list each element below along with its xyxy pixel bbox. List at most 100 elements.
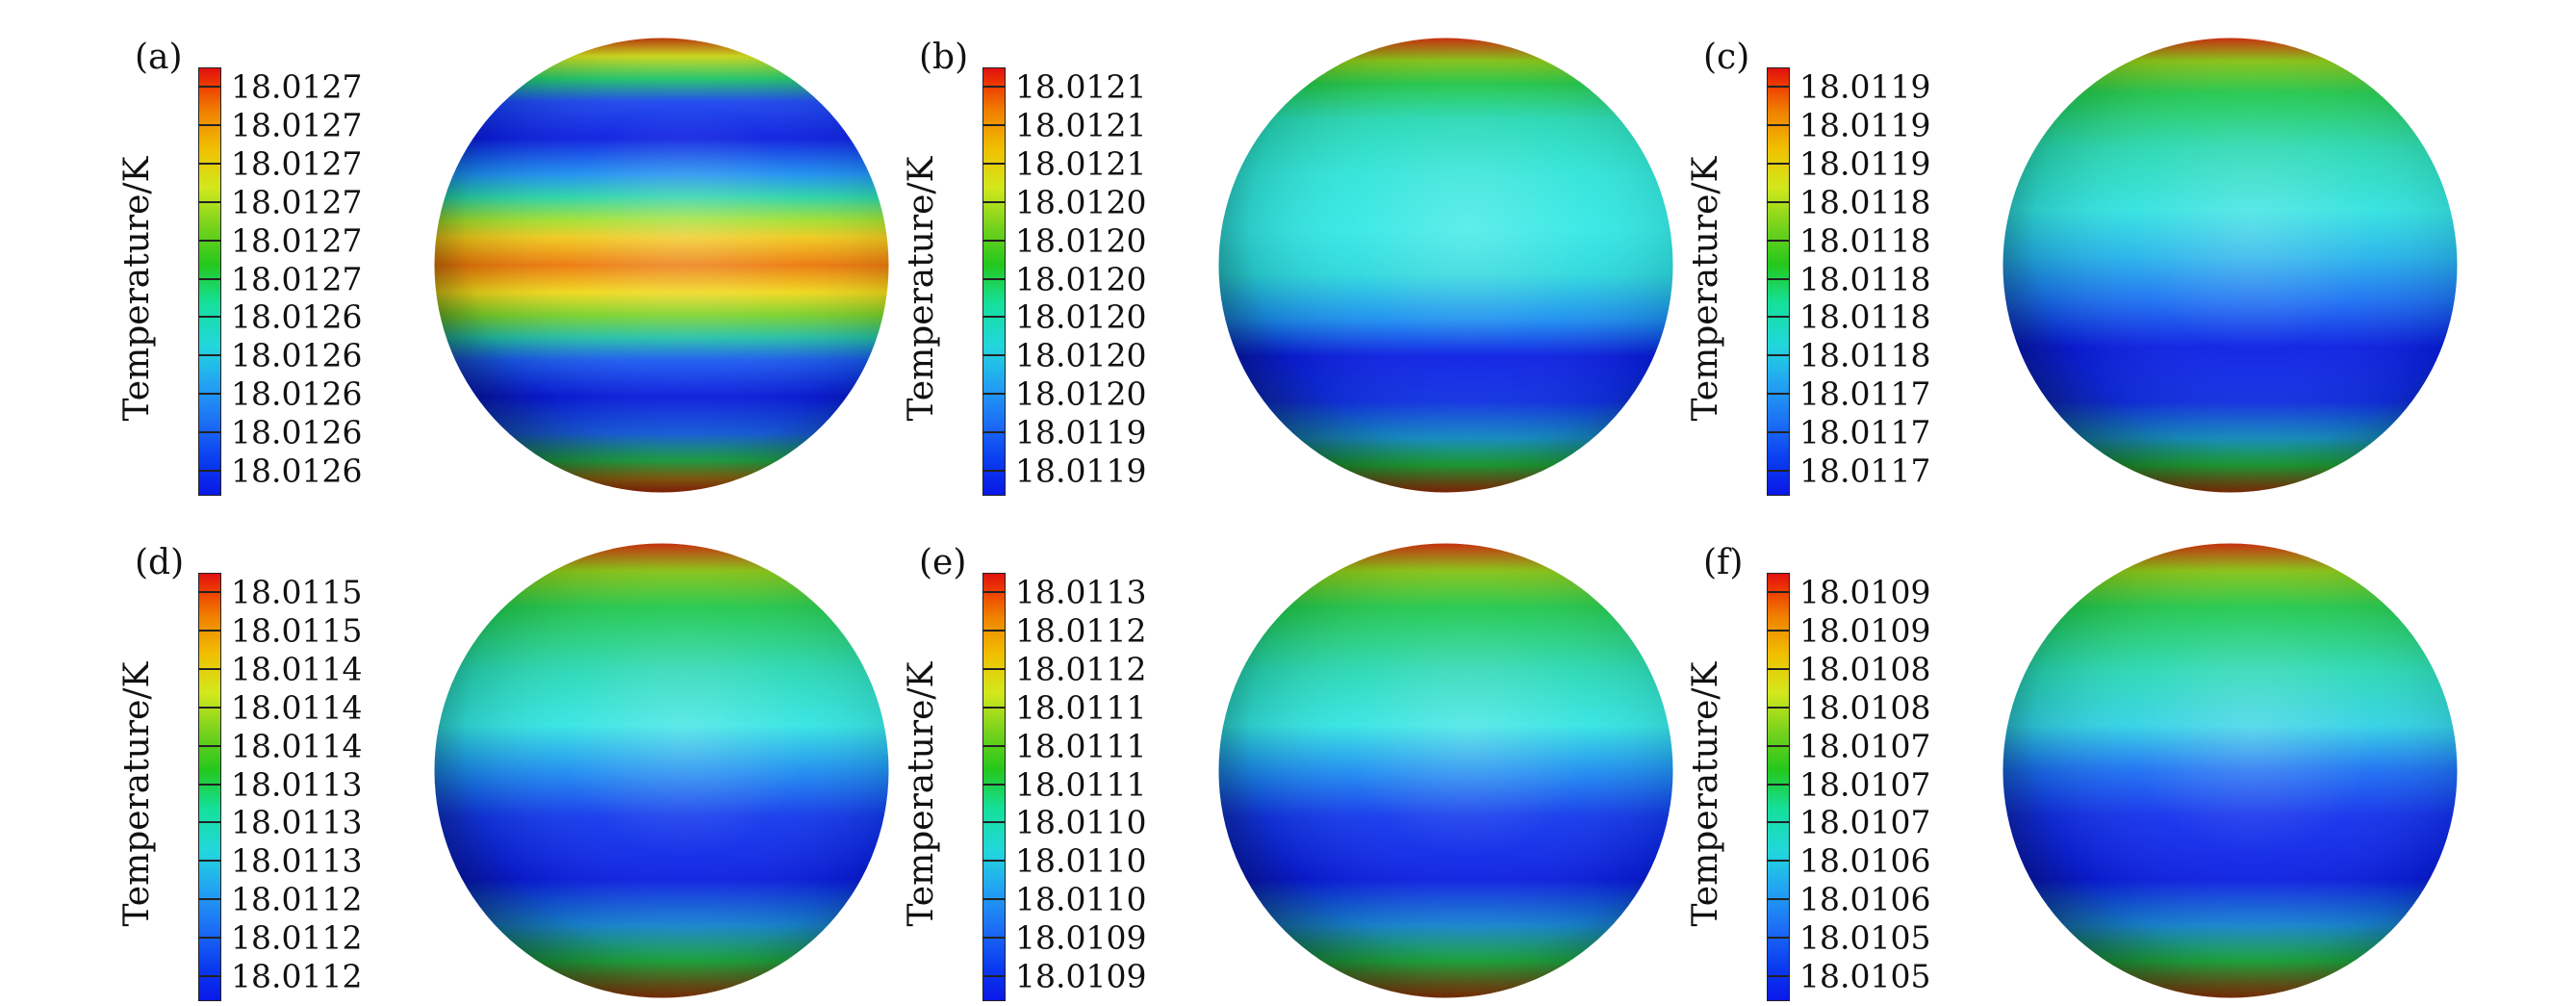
colorbar-tick-label: 18.0112 bbox=[231, 918, 363, 957]
colorbar-tick-label: 18.0126 bbox=[231, 413, 363, 451]
sphere-shading bbox=[434, 543, 889, 998]
colorbar-tick-label: 18.0106 bbox=[1799, 841, 1931, 880]
temperature-sphere bbox=[1218, 38, 1673, 493]
colorbar-tick bbox=[982, 85, 1006, 88]
colorbar-tick-label: 18.0118 bbox=[1799, 183, 1931, 221]
panel-b: (b) Temperature/K 18.0121 18.0121 18.0121 18.… bbox=[902, 29, 1708, 501]
temperature-sphere bbox=[1218, 543, 1673, 998]
colorbar-tick bbox=[198, 316, 221, 319]
colorbar-tick bbox=[198, 277, 221, 280]
colorbar-tick-label: 18.0117 bbox=[1799, 451, 1931, 490]
colorbar-tick bbox=[1767, 706, 1790, 709]
colorbar bbox=[1767, 67, 1790, 496]
colorbar-tick-label: 18.0109 bbox=[1015, 957, 1147, 995]
colorbar-tick bbox=[1767, 975, 1790, 978]
colorbar-tick-label: 18.0126 bbox=[231, 451, 363, 490]
sphere-shading bbox=[1218, 543, 1673, 998]
panel-label: (b) bbox=[919, 38, 969, 77]
colorbar-tick-label: 18.0106 bbox=[1799, 880, 1931, 918]
colorbar-tick bbox=[1767, 667, 1790, 670]
colorbar-tick-label: 18.0113 bbox=[231, 803, 363, 841]
colorbar-tick-label: 18.0110 bbox=[1015, 803, 1147, 841]
colorbar-tick bbox=[982, 200, 1006, 203]
colorbar-tick-label: 18.0107 bbox=[1799, 803, 1931, 841]
colorbar-tick-label: 18.0109 bbox=[1015, 918, 1147, 957]
colorbar-tick-label: 18.0112 bbox=[231, 957, 363, 995]
colorbar-title: Temperature/K bbox=[117, 661, 157, 927]
temperature-sphere bbox=[434, 38, 889, 493]
colorbar-tick-label: 18.0119 bbox=[1799, 106, 1931, 144]
colorbar-tick bbox=[198, 431, 221, 434]
panel-e: (e) Temperature/K 18.0113 18.0112 18.0112 18.… bbox=[902, 534, 1708, 1006]
colorbar-tick bbox=[198, 590, 221, 593]
colorbar-title: Temperature/K bbox=[902, 661, 941, 927]
colorbar-tick bbox=[198, 85, 221, 88]
colorbar-tick bbox=[982, 975, 1006, 978]
colorbar-tick bbox=[198, 744, 221, 747]
colorbar-tick bbox=[982, 354, 1006, 357]
temperature-sphere bbox=[2002, 38, 2458, 493]
panel-label: (e) bbox=[919, 543, 967, 582]
colorbar-tick bbox=[982, 629, 1006, 632]
colorbar-tick bbox=[982, 706, 1006, 709]
colorbar-title: Temperature/K bbox=[1686, 661, 1725, 927]
colorbar-tick bbox=[982, 431, 1006, 434]
colorbar-tick-label: 18.0120 bbox=[1015, 260, 1147, 297]
colorbar-tick-label: 18.0110 bbox=[1015, 880, 1147, 918]
colorbar-tick bbox=[1767, 123, 1790, 126]
colorbar-tick-label: 18.0117 bbox=[1799, 413, 1931, 451]
colorbar-tick-label: 18.0108 bbox=[1799, 688, 1931, 727]
colorbar-tick-label: 18.0119 bbox=[1015, 451, 1147, 490]
colorbar-tick bbox=[1767, 277, 1790, 280]
colorbar-tick bbox=[982, 162, 1006, 165]
colorbar-tick bbox=[198, 821, 221, 824]
sphere-shading bbox=[2002, 543, 2458, 998]
colorbar-tick-label: 18.0107 bbox=[1799, 765, 1931, 803]
panel-f: (f) Temperature/K 18.0109 18.0109 18.0108 18.… bbox=[1686, 534, 2492, 1006]
colorbar-tick bbox=[982, 239, 1006, 242]
colorbar-title: Temperature/K bbox=[902, 156, 941, 422]
colorbar-tick bbox=[198, 783, 221, 786]
colorbar-tick bbox=[1767, 85, 1790, 88]
colorbar-tick-label: 18.0117 bbox=[1799, 374, 1931, 413]
colorbar-tick bbox=[982, 744, 1006, 747]
colorbar-tick-label: 18.0127 bbox=[231, 144, 363, 183]
colorbar-tick-label: 18.0115 bbox=[231, 573, 363, 611]
colorbar-tick bbox=[198, 667, 221, 670]
panel-label: (d) bbox=[135, 543, 185, 582]
colorbar-tick-label: 18.0120 bbox=[1015, 183, 1147, 221]
colorbar-tick-label: 18.0120 bbox=[1015, 336, 1147, 374]
colorbar-tick bbox=[1767, 393, 1790, 396]
colorbar-tick-label: 18.0127 bbox=[231, 67, 363, 106]
colorbar-tick bbox=[1767, 898, 1790, 901]
colorbar-tick bbox=[1767, 937, 1790, 940]
colorbar-tick bbox=[1767, 629, 1790, 632]
colorbar-tick-label: 18.0111 bbox=[1015, 765, 1147, 803]
colorbar bbox=[198, 573, 221, 1001]
temperature-sphere bbox=[2002, 543, 2458, 998]
colorbar-tick bbox=[1767, 783, 1790, 786]
colorbar-tick bbox=[198, 470, 221, 473]
temperature-sphere bbox=[434, 543, 889, 998]
colorbar-tick-label: 18.0121 bbox=[1015, 144, 1147, 183]
colorbar-tick bbox=[982, 277, 1006, 280]
colorbar-tick bbox=[198, 200, 221, 203]
panel-label: (a) bbox=[135, 38, 183, 77]
colorbar-tick-label: 18.0120 bbox=[1015, 297, 1147, 336]
colorbar-tick-label: 18.0111 bbox=[1015, 688, 1147, 727]
colorbar-tick-label: 18.0114 bbox=[231, 688, 363, 727]
colorbar-tick-label: 18.0120 bbox=[1015, 221, 1147, 260]
panel-c: (c) Temperature/K 18.0119 18.0119 18.0119 18.… bbox=[1686, 29, 2492, 501]
colorbar-tick bbox=[1767, 470, 1790, 473]
colorbar-tick-label: 18.0119 bbox=[1799, 67, 1931, 106]
colorbar-tick bbox=[982, 590, 1006, 593]
colorbar-tick-label: 18.0109 bbox=[1799, 611, 1931, 650]
colorbar-tick bbox=[982, 667, 1006, 670]
colorbar-tick bbox=[982, 783, 1006, 786]
colorbar-tick-label: 18.0119 bbox=[1015, 413, 1147, 451]
colorbar-tick-label: 18.0118 bbox=[1799, 336, 1931, 374]
colorbar-tick bbox=[198, 239, 221, 242]
colorbar-tick-label: 18.0105 bbox=[1799, 918, 1931, 957]
colorbar-tick-label: 18.0115 bbox=[231, 611, 363, 650]
